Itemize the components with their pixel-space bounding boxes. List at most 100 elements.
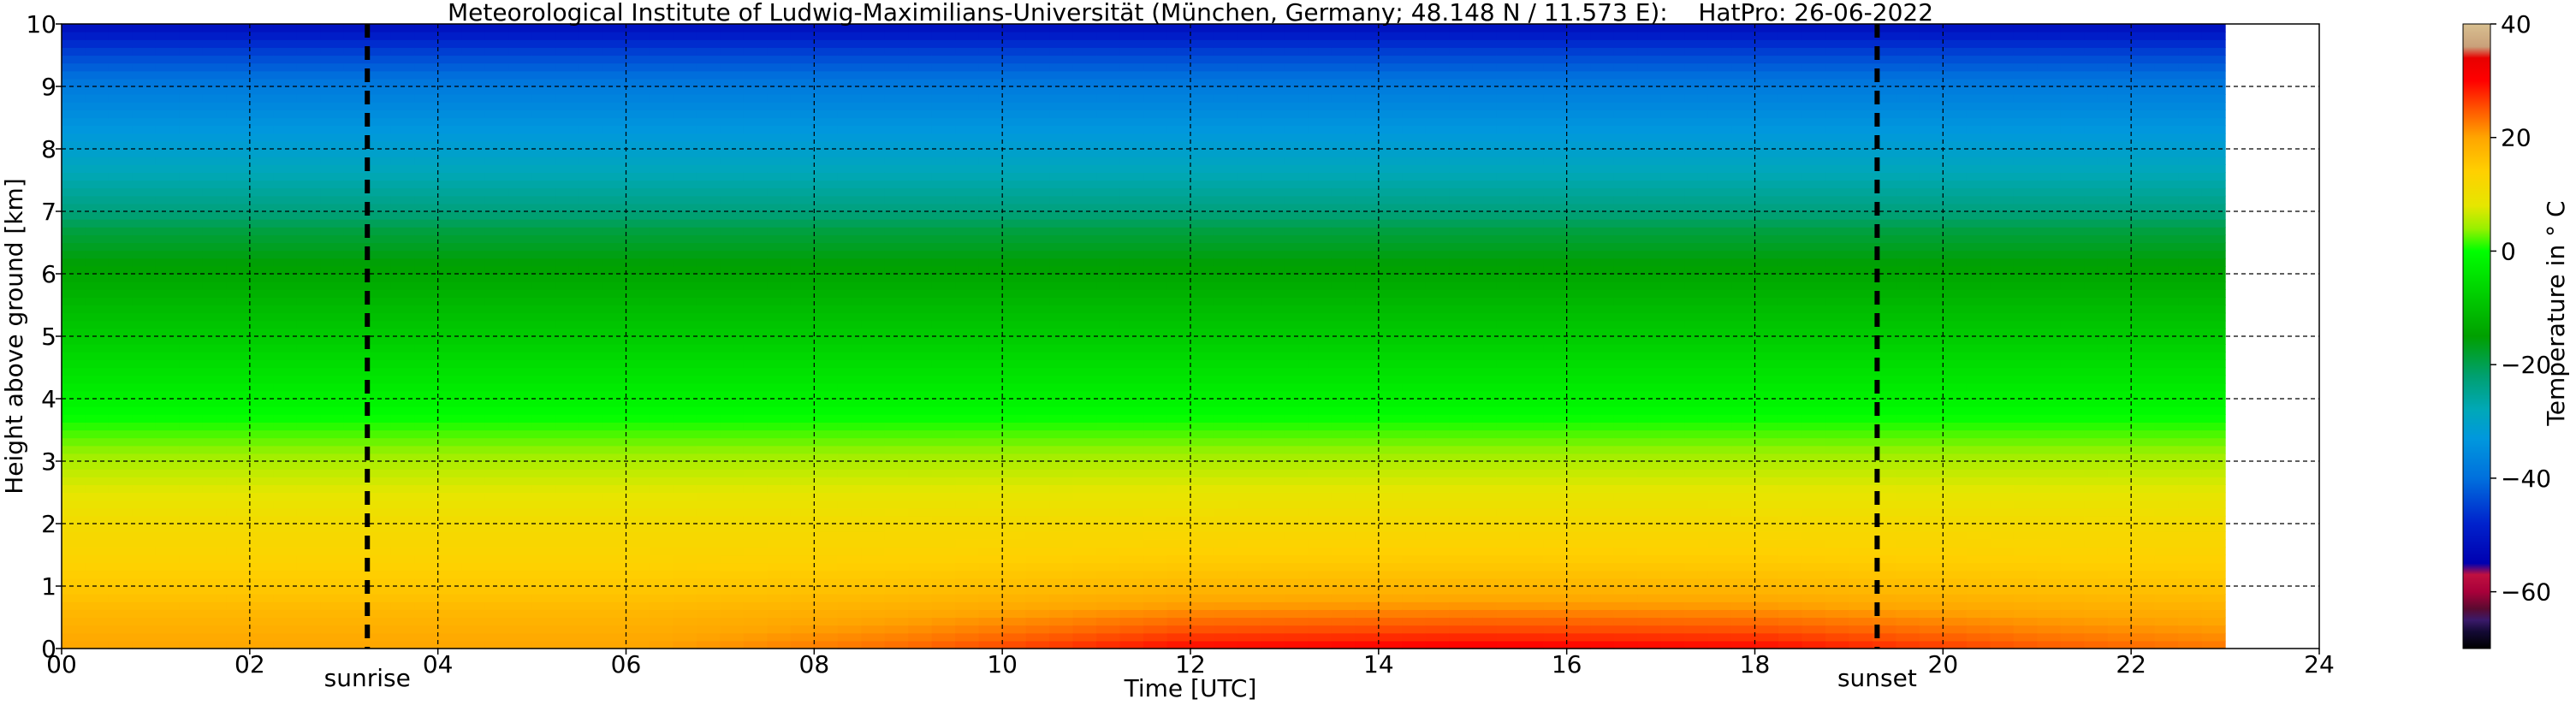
- heatmap-cell: [1425, 328, 1450, 337]
- heatmap-cell: [461, 140, 486, 150]
- heatmap-cell: [1096, 180, 1121, 189]
- heatmap-cell: [955, 102, 980, 110]
- heatmap-cell: [861, 578, 886, 587]
- heatmap-cell: [579, 140, 603, 150]
- heatmap-cell: [555, 609, 580, 619]
- heatmap-cell: [1072, 570, 1097, 579]
- heatmap-cell: [743, 562, 768, 572]
- heatmap-cell: [132, 328, 157, 337]
- heatmap-cell: [62, 125, 86, 134]
- heatmap-cell: [1025, 157, 1050, 165]
- heatmap-cell: [1049, 195, 1074, 204]
- heatmap-cell: [978, 86, 1003, 95]
- heatmap-cell: [602, 430, 627, 439]
- heatmap-cell: [814, 382, 839, 392]
- heatmap-cell: [296, 437, 321, 447]
- heatmap-cell: [1449, 601, 1474, 610]
- heatmap-cell: [743, 507, 768, 517]
- heatmap-cell: [1025, 305, 1050, 314]
- heatmap-cell: [390, 453, 415, 462]
- heatmap-cell: [1331, 414, 1356, 423]
- heatmap-cell: [343, 24, 368, 33]
- heatmap-cell: [132, 289, 157, 298]
- heatmap-cell: [743, 86, 768, 95]
- heatmap-cell: [414, 117, 439, 127]
- heatmap-cell: [531, 524, 556, 532]
- heatmap-cell: [814, 359, 839, 369]
- heatmap-cell: [767, 515, 792, 524]
- heatmap-cell: [1119, 203, 1144, 212]
- heatmap-cell: [1025, 328, 1050, 337]
- heatmap-cell: [1261, 289, 1285, 298]
- heatmap-cell: [1214, 399, 1238, 407]
- heatmap-cell: [1425, 640, 1450, 649]
- heatmap-cell: [908, 110, 933, 119]
- heatmap-cell: [1449, 640, 1474, 649]
- heatmap-cell: [908, 344, 933, 352]
- heatmap-cell: [1519, 578, 1544, 587]
- heatmap-cell: [414, 320, 439, 329]
- heatmap-cell: [484, 632, 509, 642]
- heatmap-cell: [343, 578, 368, 587]
- heatmap-cell: [1496, 320, 1521, 329]
- heatmap-cell: [414, 414, 439, 423]
- heatmap-cell: [1025, 586, 1050, 595]
- heatmap-cell: [1261, 24, 1285, 33]
- heatmap-cell: [226, 211, 251, 220]
- heatmap-cell: [1072, 195, 1097, 204]
- heatmap-cell: [1308, 399, 1333, 407]
- heatmap-cell: [85, 430, 110, 439]
- heatmap-cell: [978, 180, 1003, 189]
- heatmap-cell: [978, 157, 1003, 165]
- heatmap-cell: [414, 312, 439, 322]
- heatmap-cell: [437, 110, 462, 119]
- heatmap-cell: [861, 289, 886, 298]
- heatmap-cell: [155, 422, 180, 431]
- heatmap-cell: [414, 399, 439, 407]
- heatmap-cell: [1284, 219, 1309, 228]
- heatmap-cell: [696, 430, 721, 439]
- heatmap-cell: [108, 94, 134, 103]
- heatmap-cell: [978, 110, 1003, 119]
- heatmap-cell: [1472, 399, 1497, 407]
- heatmap-cell: [1072, 289, 1097, 298]
- heatmap-cell: [861, 625, 886, 634]
- heatmap-cell: [1402, 640, 1427, 649]
- heatmap-cell: [1472, 359, 1497, 369]
- heatmap-cell: [1355, 578, 1380, 587]
- heatmap-cell: [296, 250, 321, 259]
- heatmap-cell: [343, 78, 368, 87]
- heatmap-cell: [673, 86, 697, 95]
- heatmap-cell: [814, 39, 839, 48]
- heatmap-cell: [1308, 164, 1333, 173]
- heatmap-cell: [249, 539, 274, 548]
- heatmap-cell: [1214, 102, 1238, 110]
- heatmap-cell: [814, 524, 839, 532]
- heatmap-cell: [390, 157, 415, 165]
- heatmap-cell: [1519, 430, 1544, 439]
- heatmap-cell: [1261, 609, 1285, 619]
- heatmap-cell: [814, 289, 839, 298]
- heatmap-cell: [202, 437, 227, 447]
- heatmap-cell: [226, 94, 251, 103]
- heatmap-cell: [649, 328, 674, 337]
- heatmap-cell: [1425, 625, 1450, 634]
- heatmap-cell: [978, 414, 1003, 423]
- heatmap-cell: [132, 531, 157, 540]
- heatmap-cell: [1166, 359, 1191, 369]
- heatmap-cell: [626, 86, 650, 95]
- heatmap-cell: [743, 195, 768, 204]
- heatmap-cell: [85, 492, 110, 501]
- heatmap-cell: [343, 195, 368, 204]
- heatmap-cell: [202, 32, 227, 40]
- heatmap-cell: [1143, 437, 1168, 447]
- heatmap-cell: [1025, 258, 1050, 267]
- heatmap-cell: [249, 422, 274, 431]
- heatmap-cell: [273, 601, 298, 610]
- heatmap-cell: [579, 617, 603, 626]
- heatmap-cell: [626, 172, 650, 181]
- heatmap-cell: [1025, 594, 1050, 602]
- heatmap-cell: [1331, 289, 1356, 298]
- heatmap-cell: [1261, 195, 1285, 204]
- heatmap-cell: [649, 578, 674, 587]
